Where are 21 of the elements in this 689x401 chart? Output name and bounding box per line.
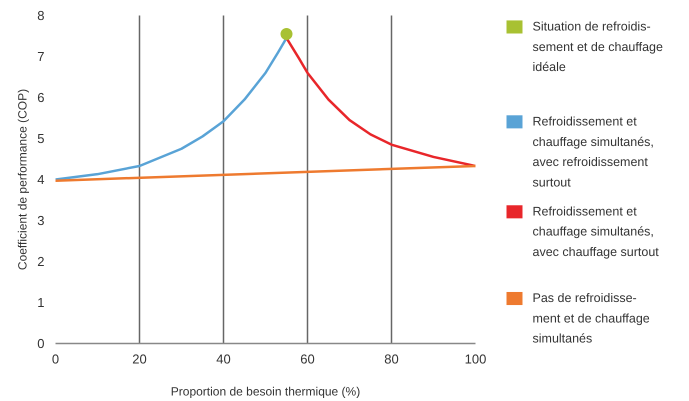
x-tick-label: 100: [464, 352, 486, 366]
y-tick-label: 3: [37, 213, 45, 228]
x-tick-label: 0: [52, 352, 60, 366]
x-tick-label: 60: [300, 352, 315, 366]
y-tick-label: 4: [37, 172, 45, 187]
x-tick-label: 20: [132, 352, 147, 366]
y-tick-label: 6: [37, 90, 45, 105]
y-axis-title: Coefficient de performance (COP): [15, 88, 30, 270]
y-tick-label: 5: [37, 131, 45, 146]
legend-label: Pas de refroidisse- ment et de chauffage simultanés: [532, 291, 650, 346]
legend-label: Situation de refroidis- sement et de chauffage idéale: [532, 20, 663, 74]
legend-label: Refroidissement et chauffage simultanés, avec chauffage surtout: [532, 204, 660, 260]
x-axis-title: Proportion de besoin thermique (%): [170, 384, 360, 398]
y-tick-label: 8: [37, 8, 45, 23]
y-tick-label: 2: [37, 254, 45, 269]
x-tick-label: 40: [216, 352, 231, 366]
legend-label: Refroidissement et chauffage simultanés, avec refroidissement surtout: [532, 114, 654, 190]
x-tick-label: 80: [384, 352, 399, 366]
y-tick-label: 7: [37, 49, 45, 64]
y-tick-label: 1: [37, 295, 45, 310]
y-tick-label: 0: [37, 336, 45, 351]
